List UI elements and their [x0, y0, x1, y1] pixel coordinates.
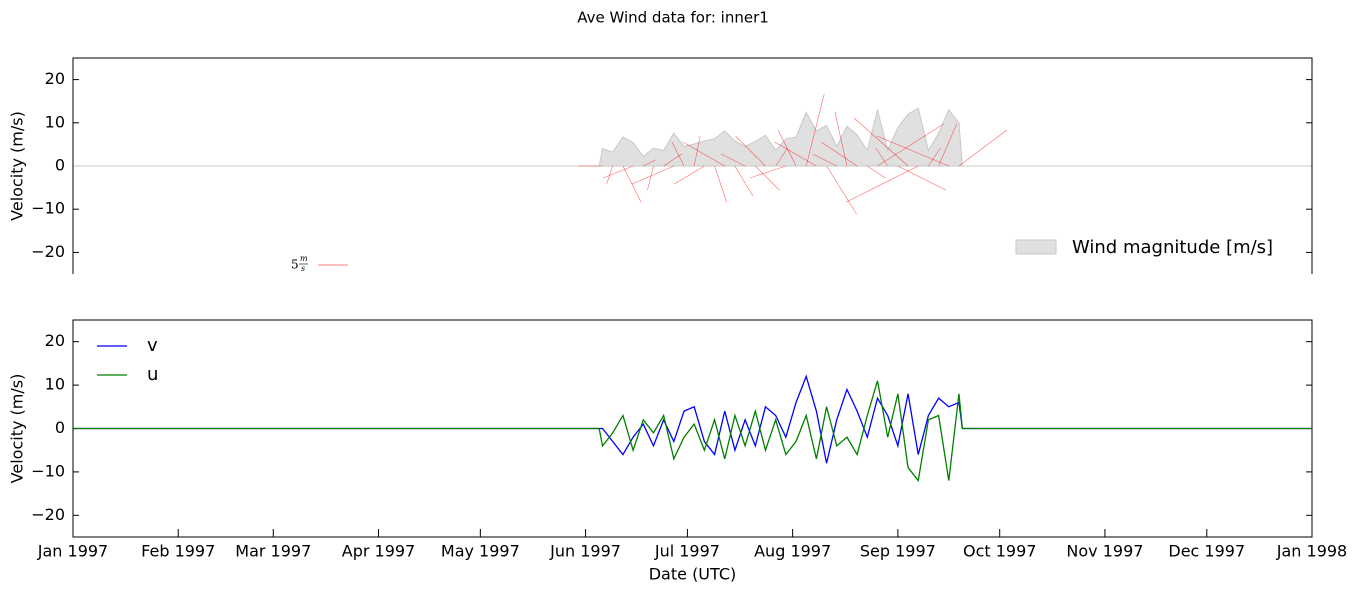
y-tick-label: 10 — [45, 112, 65, 131]
wind-stick — [777, 129, 797, 167]
wind-stick — [877, 123, 944, 167]
y-tick-label: 10 — [45, 375, 65, 394]
wind-stick — [671, 141, 685, 167]
wind-stick — [734, 165, 754, 197]
wind-stick — [720, 153, 746, 167]
y-tick-label: −20 — [31, 242, 65, 261]
quiver-key-unit: m — [300, 254, 308, 263]
wind-stick — [853, 117, 909, 167]
wind-stick — [805, 93, 825, 167]
wind-stick — [643, 159, 656, 167]
wind-stick — [834, 111, 848, 167]
wind-stick — [958, 129, 1008, 167]
x-tick-label: Feb 1997 — [141, 542, 215, 561]
axes-frame — [72, 57, 1313, 274]
x-tick-label: Jul 1997 — [654, 542, 720, 561]
x-tick-label: Mar 1997 — [235, 542, 311, 561]
y-tick-label: −20 — [31, 505, 65, 524]
y-tick-label: 20 — [45, 69, 65, 88]
plot-area — [73, 93, 1312, 215]
wind-stick — [674, 165, 705, 185]
x-axis-label: Date (UTC) — [649, 565, 737, 584]
plot-area — [73, 374, 1312, 483]
x-tick-label: Jan 1997 — [37, 542, 108, 561]
x-tick-label: Jun 1997 — [549, 542, 621, 561]
wind-stick — [682, 141, 725, 167]
wind-stick — [812, 153, 837, 167]
x-tick-label: Sep 1997 — [860, 542, 936, 561]
series-line — [73, 374, 1312, 464]
wind-stick — [749, 165, 786, 179]
wind-stick — [755, 165, 780, 191]
magnitude-area — [73, 107, 1312, 167]
y-tick-label: 0 — [55, 418, 65, 437]
x-tick-label: Jan 1998 — [1276, 542, 1347, 561]
legend-label: u — [147, 364, 158, 385]
wind-stick — [774, 141, 817, 167]
wind-stick — [867, 165, 886, 179]
quiver-key-unit: s — [301, 264, 305, 273]
legend-label: Wind magnitude [m/s] — [1072, 237, 1273, 258]
wind-stick — [826, 165, 857, 215]
y-tick-label: −10 — [31, 199, 65, 218]
x-tick-label: Aug 1997 — [754, 542, 831, 561]
wind-stick — [602, 165, 634, 179]
wind-stick — [876, 135, 949, 167]
wind-stick — [928, 147, 941, 167]
wind-stick — [846, 165, 919, 203]
wind-stick — [875, 147, 888, 167]
x-tick-label: May 1997 — [441, 542, 520, 561]
wind-stick — [897, 165, 947, 191]
y-tick-label: 20 — [45, 331, 65, 350]
axes-frame — [72, 319, 1313, 538]
x-tick-label: Oct 1997 — [963, 542, 1036, 561]
quiver-key-value: 5 — [291, 258, 299, 272]
y-tick-label: 0 — [55, 156, 65, 175]
wind-stick — [775, 147, 788, 167]
figure-title: Ave Wind data for: inner1 — [577, 9, 769, 27]
wind-stick — [735, 135, 766, 167]
wind-stick — [631, 165, 674, 185]
y-axis-label: Velocity (m/s) — [8, 374, 27, 484]
legend-swatch — [1015, 239, 1057, 255]
x-tick-label: Dec 1997 — [1168, 542, 1245, 561]
wind-stick — [820, 141, 858, 167]
wind-stick — [663, 153, 682, 167]
wind-stick — [647, 165, 654, 191]
series-line — [73, 380, 1312, 483]
x-tick-label: Nov 1997 — [1066, 542, 1143, 561]
legend-label: v — [147, 335, 158, 356]
wind-stick — [938, 123, 957, 167]
wind-stick — [714, 165, 727, 203]
wind-stick — [606, 165, 614, 185]
wind-stick — [693, 135, 701, 167]
y-axis-label: Velocity (m/s) — [8, 111, 27, 221]
y-tick-label: −10 — [31, 461, 65, 480]
x-tick-label: Apr 1997 — [342, 542, 415, 561]
